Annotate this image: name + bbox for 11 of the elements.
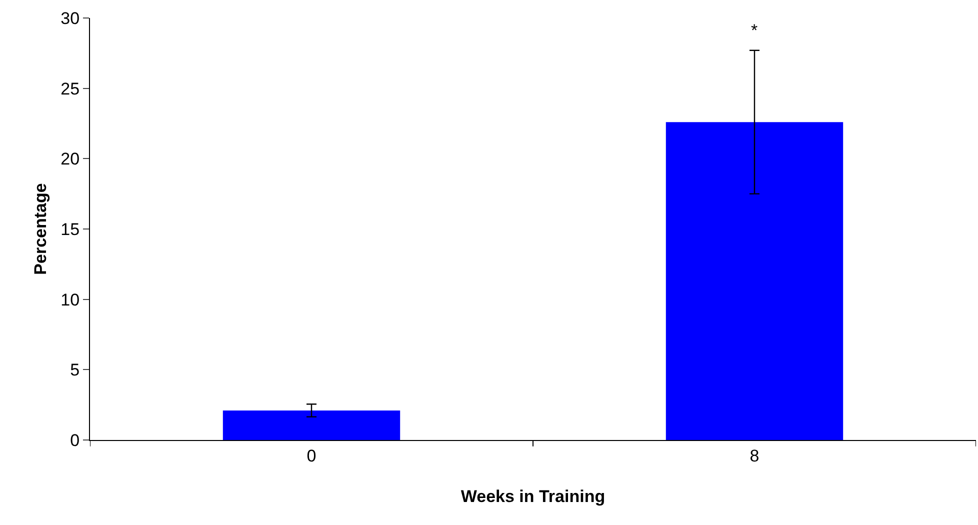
x-axis-title: Weeks in Training	[460, 486, 606, 506]
y-tick-label: 10	[60, 290, 80, 310]
y-tick-label: 15	[60, 220, 80, 239]
y-tick-label: 0	[70, 430, 80, 450]
y-tick-label: 25	[60, 79, 80, 98]
y-axis-title: Percentage	[31, 183, 50, 275]
y-tick-label: 30	[60, 8, 80, 28]
y-tick-label: 20	[60, 150, 80, 169]
annotation: *	[751, 21, 758, 40]
x-tick-label: 8	[750, 446, 760, 466]
y-tick-label: 5	[70, 360, 80, 380]
